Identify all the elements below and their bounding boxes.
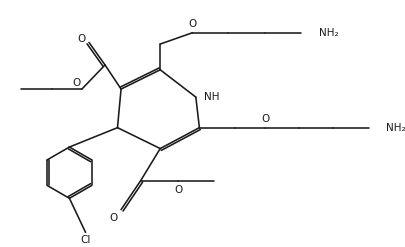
Text: NH: NH bbox=[203, 92, 219, 102]
Text: O: O bbox=[260, 114, 269, 124]
Text: O: O bbox=[173, 185, 182, 195]
Text: Cl: Cl bbox=[80, 235, 90, 245]
Text: O: O bbox=[72, 78, 81, 88]
Text: O: O bbox=[78, 34, 86, 44]
Text: NH₂: NH₂ bbox=[318, 28, 337, 38]
Text: O: O bbox=[188, 19, 196, 29]
Text: O: O bbox=[109, 213, 118, 223]
Text: NH₂: NH₂ bbox=[386, 123, 405, 133]
